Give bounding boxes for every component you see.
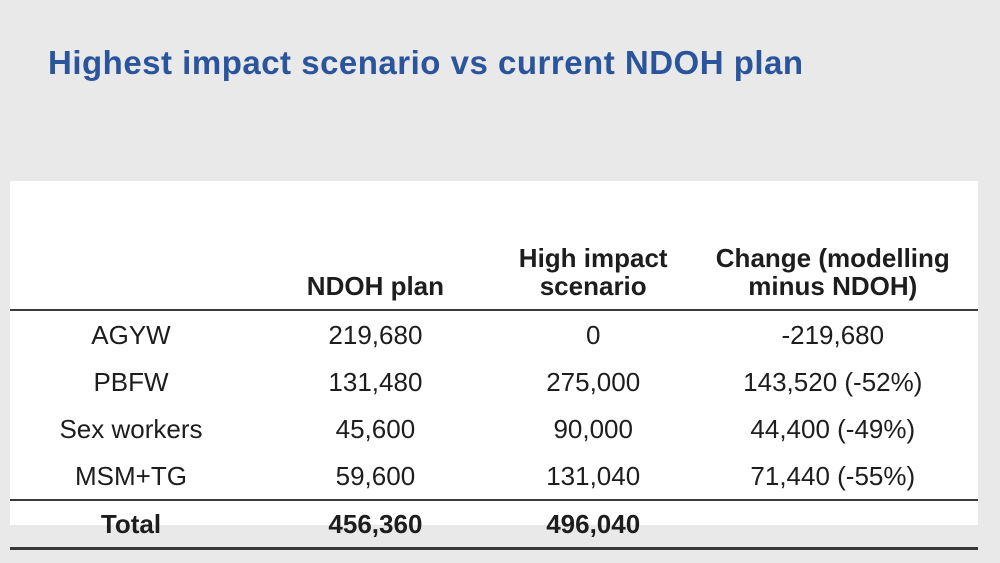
ndoh-plan-value: 59,600 xyxy=(335,461,416,491)
total-high-impact-value: 496,040 xyxy=(498,499,688,550)
ndoh-plan-value: 45,600 xyxy=(335,414,416,444)
high-impact-value: 90,000 xyxy=(553,414,633,444)
total-ndoh-plan-value: 456,360 xyxy=(252,499,499,550)
change-value: 44,400 (-49%) xyxy=(750,414,916,444)
header-row: NDOH plan High impact scenario Change (m… xyxy=(10,181,978,311)
row-label: PBFW xyxy=(93,367,169,397)
change-value: 143,520 (-52%) xyxy=(743,367,923,397)
total-row: Total 456,360 496,040 xyxy=(10,499,978,550)
column-header-ndoh-plan: NDOH plan xyxy=(252,181,499,311)
table-body: AGYW 219,680 0 -219,680 PBFW 131,480 275… xyxy=(10,310,978,500)
column-header-change: Change (modelling minus NDOH) xyxy=(687,181,978,311)
high-impact-value: 131,040 xyxy=(546,461,641,491)
row-label: AGYW xyxy=(91,320,171,350)
ndoh-plan-value: 131,480 xyxy=(328,367,423,397)
table-panel: NDOH plan High impact scenario Change (m… xyxy=(10,181,978,550)
ndoh-plan-value: 219,680 xyxy=(328,320,423,350)
column-header-blank xyxy=(10,181,252,311)
comparison-table: NDOH plan High impact scenario Change (m… xyxy=(10,181,978,550)
high-impact-value: 275,000 xyxy=(546,367,641,397)
total-change-value xyxy=(687,499,978,550)
row-label: Sex workers xyxy=(59,414,203,444)
table-header: NDOH plan High impact scenario Change (m… xyxy=(10,181,978,311)
slide-title: Highest impact scenario vs current NDOH … xyxy=(48,44,804,81)
table-row: PBFW 131,480 275,000 143,520 (-52%) xyxy=(10,358,978,405)
change-value: -219,680 xyxy=(781,320,885,350)
table-footer: Total 456,360 496,040 xyxy=(10,499,978,550)
change-value: 71,440 (-55%) xyxy=(750,461,916,491)
table-row: Sex workers 45,600 90,000 44,400 (-49%) xyxy=(10,405,978,452)
column-header-high-impact-scenario: High impact scenario xyxy=(498,181,688,311)
row-label: MSM+TG xyxy=(75,461,187,491)
high-impact-value: 0 xyxy=(585,320,601,350)
total-label: Total xyxy=(10,499,252,550)
table-row: MSM+TG 59,600 131,040 71,440 (-55%) xyxy=(10,452,978,500)
table-row: AGYW 219,680 0 -219,680 xyxy=(10,310,978,358)
